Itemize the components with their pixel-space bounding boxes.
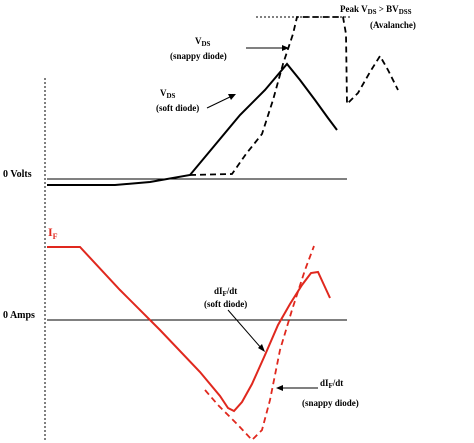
dif-snappy-arrowhead: [276, 385, 283, 391]
dif-snappy-label: dIF/dt: [320, 378, 343, 390]
zero-amps-label: 0 Amps: [3, 310, 35, 321]
dif-snappy-note: (snappy diode): [302, 398, 359, 408]
peak-label-line1: Peak VDS > BVDSS: [340, 4, 412, 16]
vds-soft-trace: [47, 62, 338, 186]
if-label: IF: [48, 225, 58, 241]
if-soft-trace: [47, 246, 331, 413]
vds-snappy-label: VDS: [195, 36, 211, 48]
peak-label-line2: (Avalanche): [370, 20, 416, 30]
vds-soft-note: (soft diode): [156, 103, 199, 113]
dif-soft-leader: [227, 309, 263, 350]
dif-soft-arrowhead: [258, 344, 265, 352]
dif-soft-label: dIF/dt: [214, 286, 237, 298]
vds-soft-leader: [206, 95, 233, 109]
vds-soft-label: VDS: [160, 88, 176, 100]
vds-snappy-note: (snappy diode): [170, 51, 227, 61]
if-snappy-trace: [204, 245, 315, 442]
zero-volts-label: 0 Volts: [3, 169, 32, 180]
vds-soft-arrowhead: [228, 94, 236, 100]
vds-snappy-trace: [189, 16, 399, 176]
vds-snappy-arrowhead: [282, 45, 289, 51]
dif-soft-note: (soft diode): [204, 299, 247, 309]
